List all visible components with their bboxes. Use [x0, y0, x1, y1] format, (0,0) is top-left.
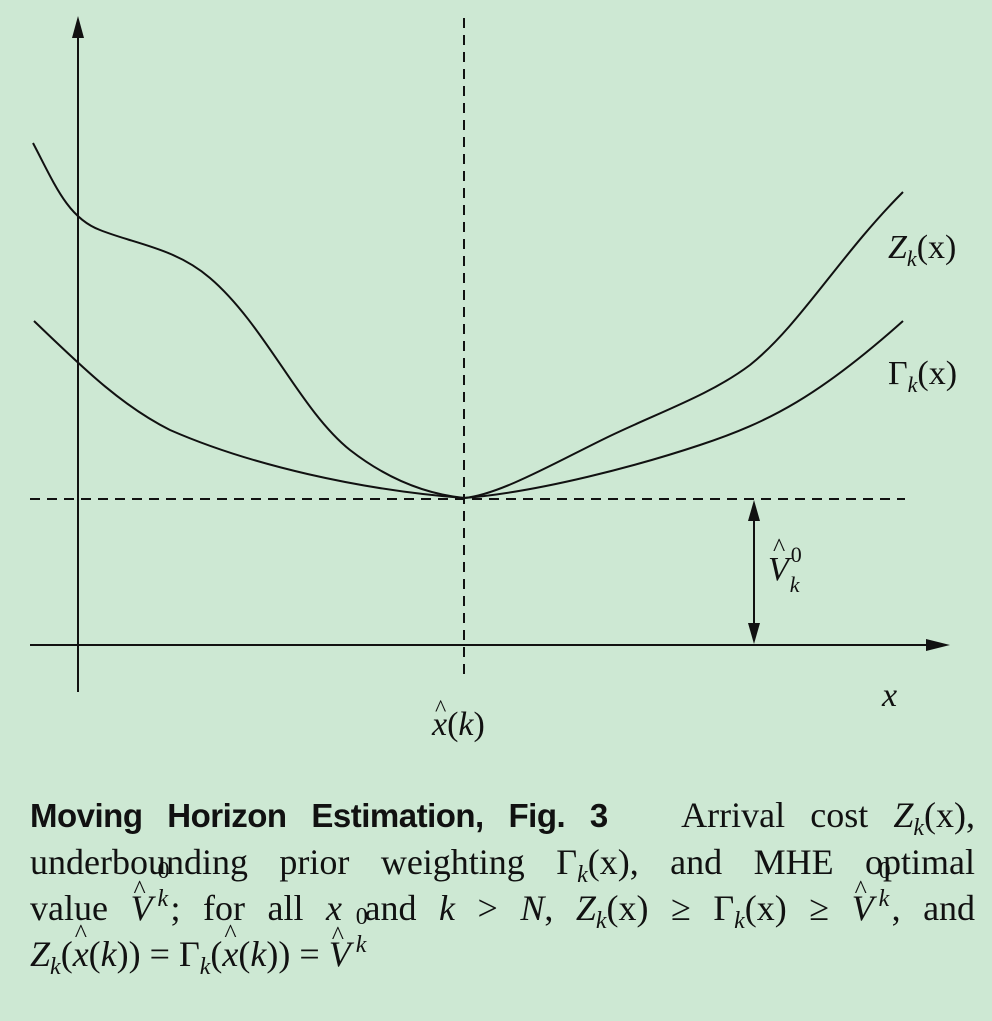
arrival-cost-diagram: Zk(x) Γk(x) V0 k ^ x(k) ^ x: [30, 16, 957, 743]
sym: k: [577, 862, 588, 889]
gamma-curve: [33, 320, 904, 500]
x-hat-label: x(k): [431, 706, 485, 743]
v-hat-symbol: V ^ 0 k: [328, 904, 368, 974]
sym: (x): [587, 842, 630, 882]
x-hat-symbol: x ^: [222, 919, 239, 974]
sym: Γ: [178, 934, 200, 974]
v-hat-symbol: V ^ 0 k: [130, 858, 170, 928]
x-hat-symbol: x ^: [72, 919, 89, 974]
sym: (x): [744, 888, 787, 928]
sym: >: [477, 888, 498, 928]
z-curve: [32, 142, 904, 500]
sym: k: [913, 815, 925, 842]
caption-text: ; for all: [170, 888, 304, 928]
x-hat-label-hat: ^: [435, 696, 446, 722]
sym: ≥: [671, 888, 691, 928]
sym: x: [325, 888, 342, 928]
v-hat-arrow-down: [748, 623, 760, 644]
v-hat-symbol: V ^ 0 k: [851, 858, 891, 928]
sym: Γ: [713, 888, 735, 928]
sym: N: [520, 888, 545, 928]
caption-text: and: [364, 888, 417, 928]
caption-text: Arrival cost: [681, 795, 869, 835]
z-curve-label: Zk(x): [888, 229, 956, 271]
caption-text: , and MHE optimal: [629, 842, 976, 882]
sym: ≥: [809, 888, 830, 928]
sym: (: [210, 934, 223, 974]
sym: k: [438, 888, 455, 928]
sym: Z: [575, 888, 596, 928]
sym: Z: [30, 934, 51, 974]
sym: k: [734, 908, 745, 935]
sym: (: [60, 934, 73, 974]
sym: =: [299, 934, 320, 974]
sym: k: [595, 908, 607, 935]
sym: (x): [924, 795, 967, 835]
caption-line-3: value V ^ 0 k; for all x and k > N, Zk(x) ≥…: [30, 858, 976, 935]
caption-line-2: underbounding prior weighting Γk(x), and…: [30, 839, 976, 889]
caption-text: ,: [544, 888, 554, 928]
sym: Γ: [556, 842, 578, 882]
sym: (x): [606, 888, 649, 928]
figure-caption: Moving Horizon Estimation, Fig. 3 Arriva…: [30, 792, 976, 981]
sym: k: [199, 954, 211, 981]
caption-line-1: Moving Horizon Estimation, Fig. 3 Arriva…: [30, 795, 976, 842]
x-axis-label: x: [881, 677, 897, 714]
sym: Z: [893, 795, 914, 835]
caption-line-4: Zk(x ^ (k)) = Γk(x ^ (k)) = V ^ 0 k: [30, 904, 368, 981]
x-axis-arrowhead: [926, 639, 950, 651]
gamma-curve-label: Γk(x): [888, 355, 957, 397]
sym: k: [50, 954, 61, 981]
caption-text: , and: [891, 888, 976, 928]
caption-text: underbounding prior weighting: [30, 842, 525, 882]
caption-text: value: [30, 888, 108, 928]
y-axis-arrowhead: [72, 16, 84, 38]
v-hat-arrow-up: [748, 500, 760, 521]
v-hat-label-hat: ^: [773, 533, 785, 562]
caption-heading: Moving Horizon Estimation, Fig. 3: [30, 797, 608, 834]
sym: =: [149, 934, 170, 974]
